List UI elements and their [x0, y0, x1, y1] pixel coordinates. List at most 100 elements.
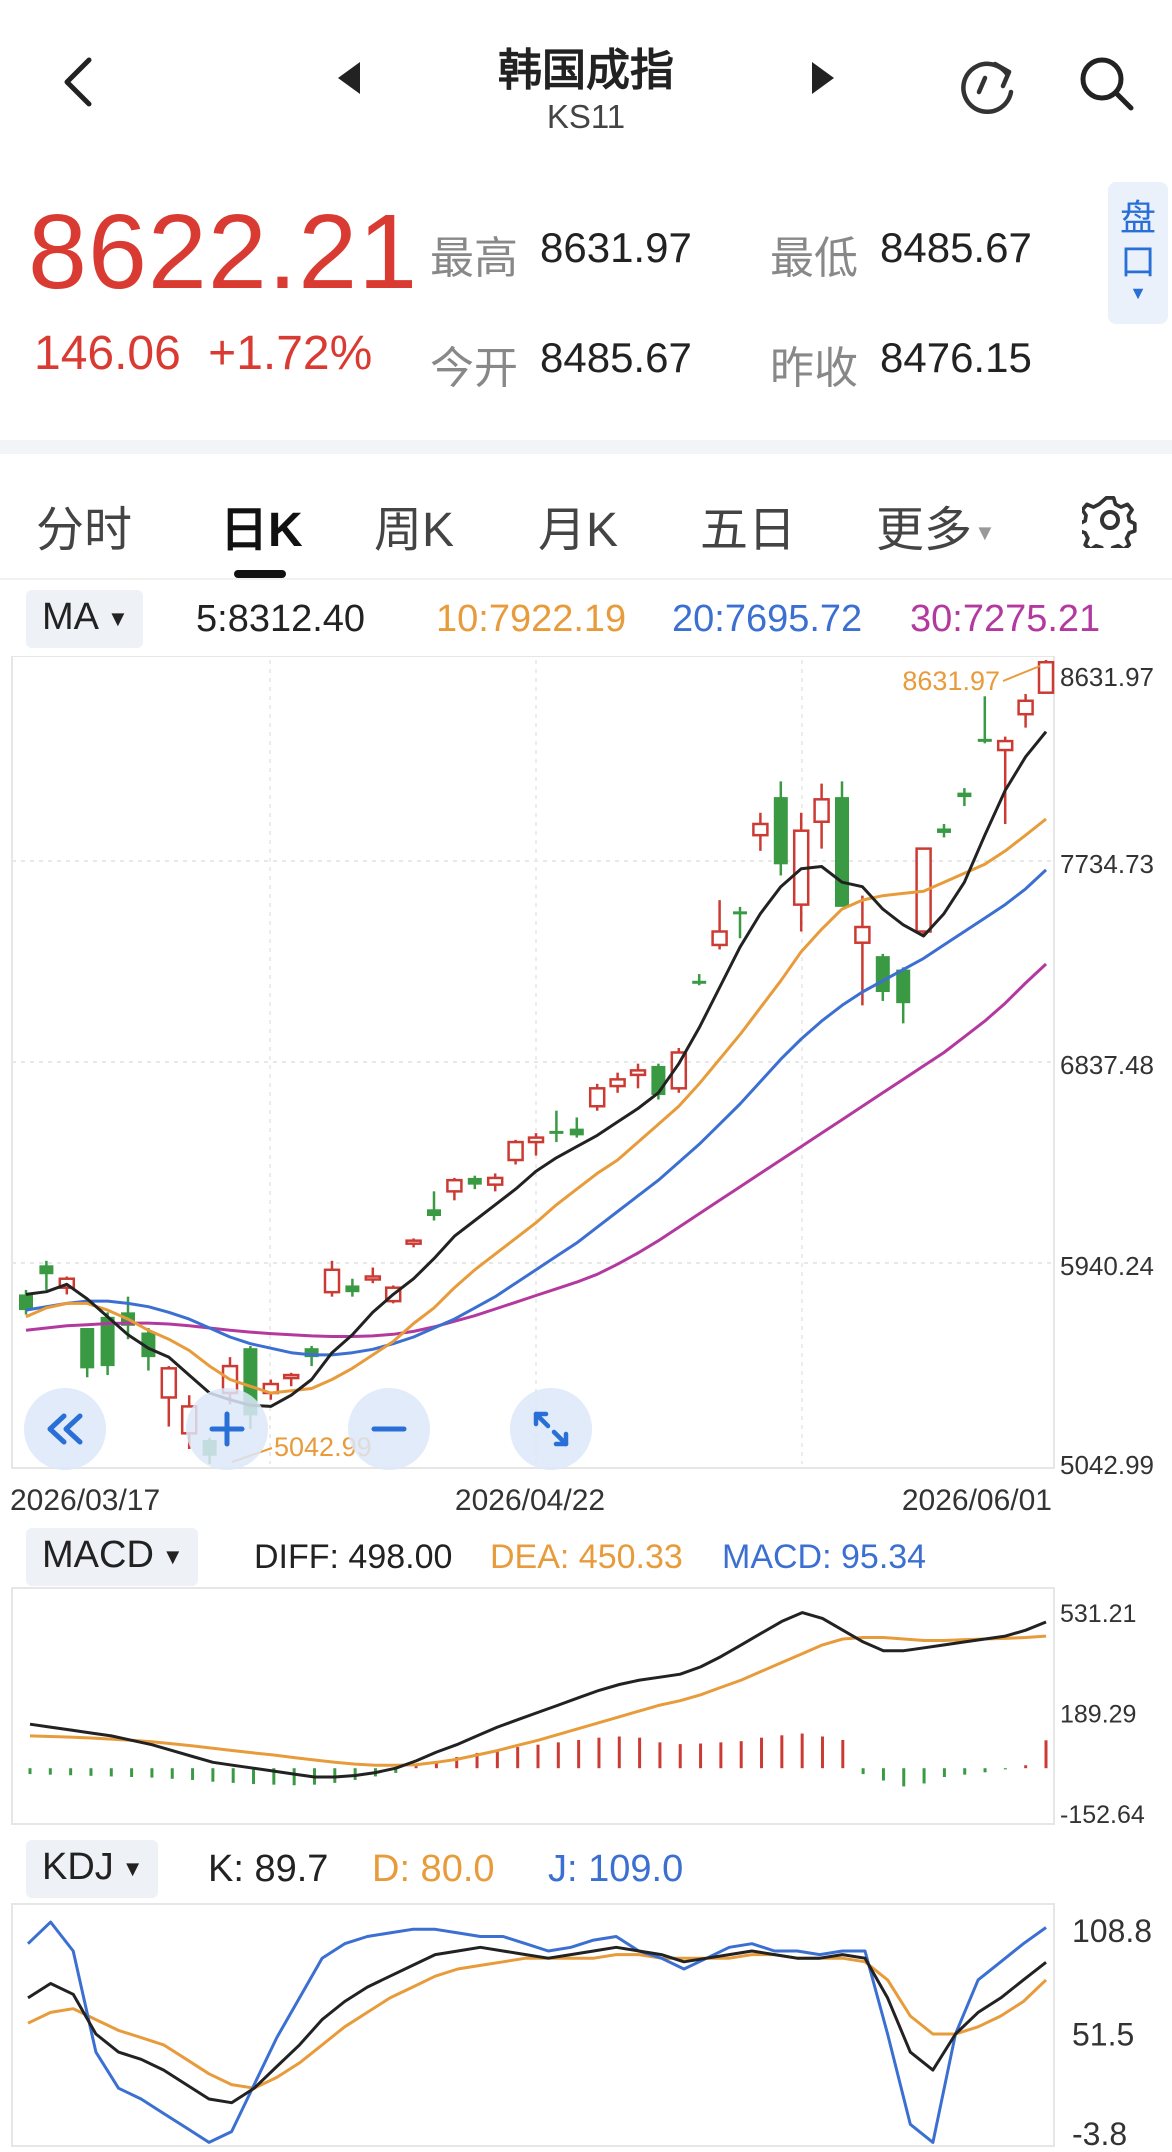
prev-close-value: 8476.15: [880, 334, 1032, 381]
candle-body: [486, 1176, 504, 1186]
zoom-out-button[interactable]: [348, 1388, 430, 1470]
ma10-line: [25, 817, 1047, 1395]
y-tick-label: 5042.99: [1060, 1450, 1154, 1480]
dea-line: [29, 1634, 1047, 1767]
candle-body: [752, 822, 769, 837]
macd-legend-row: MACD ▼ DIFF: 498.00 DEA: 450.33 MACD: 95.…: [0, 1522, 1172, 1592]
candle-body: [609, 1078, 626, 1088]
tab-monthly-k[interactable]: 月K: [538, 504, 619, 557]
tab-five-day[interactable]: 五日: [700, 504, 797, 557]
y-tick-label: 8631.97: [1060, 662, 1154, 692]
tabs-divider: [0, 578, 1172, 580]
last-price: 8622.21: [28, 193, 419, 311]
k-line: [27, 1945, 1047, 2105]
tab-more[interactable]: 更多▼: [876, 490, 996, 560]
candle-body: [427, 1209, 441, 1217]
candle-body: [1017, 699, 1034, 716]
y-tick-label: 531.21: [1060, 1600, 1136, 1628]
index-code: KS11: [546, 98, 626, 135]
candle-body: [977, 738, 992, 742]
candle-body: [629, 1069, 647, 1077]
y-tick-label: 6837.48: [1060, 1050, 1154, 1080]
macd-diff-value: DIFF: 498.00: [254, 1538, 453, 1576]
scroll-left-button[interactable]: [24, 1388, 106, 1470]
candle-body: [160, 1367, 178, 1399]
refresh-icon[interactable]: [955, 52, 1021, 118]
candle-body: [282, 1373, 300, 1380]
ma20-value: 20:7695.72: [672, 598, 863, 640]
next-index-icon[interactable]: [806, 58, 840, 98]
max-price-pointer: [1002, 665, 1041, 682]
candlestick-chart[interactable]: 8631.97 7734.73 6837.48 5940.24 5042.99 2026/…: [0, 656, 1172, 1524]
j-line: [26, 1920, 1047, 2144]
caret-down-icon: ▼: [107, 605, 129, 631]
kdj-chart[interactable]: 108.8 51.5 -3.8: [0, 1900, 1172, 2152]
pankou-button[interactable]: 盘口 ▼: [1108, 182, 1168, 324]
y-tick-label: 5940.24: [1060, 1251, 1154, 1281]
prev-close-label: 昨收: [770, 344, 858, 393]
macd-dea-value: DEA: 450.33: [490, 1538, 683, 1576]
candle-body: [896, 969, 911, 1004]
minus-icon: [371, 1426, 407, 1432]
price-change: 146.06 +1.72%: [34, 326, 372, 381]
zoom-in-button[interactable]: [186, 1388, 268, 1470]
candle-body: [588, 1087, 606, 1108]
candle-body: [670, 1051, 688, 1090]
kdj-legend-row: KDJ ▼ K: 89.7 D: 80.0 J: 109.0: [0, 1834, 1172, 1904]
x-axis-label: 2026/06/01: [902, 1484, 1052, 1517]
y-tick-label: 7734.73: [1060, 849, 1154, 879]
tab-intraday[interactable]: 分时: [36, 504, 133, 557]
gear-icon[interactable]: [1082, 492, 1138, 548]
candle-body: [835, 797, 849, 907]
active-tab-indicator: [234, 570, 286, 578]
candle-body: [733, 911, 747, 915]
chevron-down-icon: ▼: [1129, 283, 1147, 303]
plus-icon: [209, 1411, 245, 1447]
d-line: [27, 1953, 1048, 2090]
tab-more-label: 更多: [876, 504, 973, 557]
candle-body: [937, 828, 951, 833]
back-arrow-icon[interactable]: [55, 52, 105, 112]
low-value: 8485.67: [880, 224, 1032, 271]
candle-body: [549, 1130, 564, 1134]
candle-body: [19, 1294, 33, 1311]
chevron-down-icon: ▼: [974, 520, 996, 546]
high-value: 8631.97: [540, 224, 692, 271]
search-icon[interactable]: [1075, 52, 1137, 114]
fullscreen-button[interactable]: [510, 1388, 592, 1470]
candle-body: [773, 797, 788, 865]
candle-body: [711, 930, 728, 947]
candle-body: [304, 1348, 319, 1358]
expand-icon: [533, 1411, 569, 1447]
open-value: 8485.67: [540, 334, 692, 381]
macd-selector-label: MACD: [42, 1534, 154, 1576]
candle-body: [507, 1140, 524, 1162]
tab-weekly-k[interactable]: 周K: [374, 504, 455, 557]
top-bar: 韩国成指 KS11: [0, 0, 1172, 150]
macd-selector[interactable]: MACD ▼: [26, 1528, 198, 1586]
candle-body: [446, 1178, 463, 1193]
y-tick-label: 108.8: [1072, 1913, 1152, 1949]
y-tick-label: -3.8: [1072, 2116, 1127, 2152]
candle-body: [813, 798, 830, 823]
y-tick-label: 51.5: [1072, 2016, 1134, 2052]
candle-body: [527, 1136, 545, 1144]
ma-selector[interactable]: MA ▼: [26, 590, 143, 648]
ma5-line: [25, 730, 1048, 1408]
kdj-j-value: J: 109.0: [548, 1848, 684, 1890]
high-label: 最高: [430, 234, 518, 283]
double-chevron-left-icon: [47, 1413, 83, 1445]
candle-body: [100, 1316, 115, 1367]
ma5-value: 5:8312.40: [196, 598, 366, 640]
candle-body: [364, 1275, 382, 1281]
prev-index-icon[interactable]: [332, 58, 366, 98]
candle-body: [80, 1328, 95, 1369]
change-value: 146.06: [34, 327, 181, 380]
tab-daily-k[interactable]: 日K: [220, 504, 303, 557]
macd-chart[interactable]: 531.21 189.29 -152.64: [0, 1586, 1172, 1830]
candle-body: [323, 1268, 341, 1294]
open-label: 今开: [430, 344, 518, 393]
ma-selector-label: MA: [42, 596, 99, 638]
kdj-selector[interactable]: KDJ ▼: [26, 1840, 158, 1898]
chart-frame: [11, 1903, 1055, 2147]
